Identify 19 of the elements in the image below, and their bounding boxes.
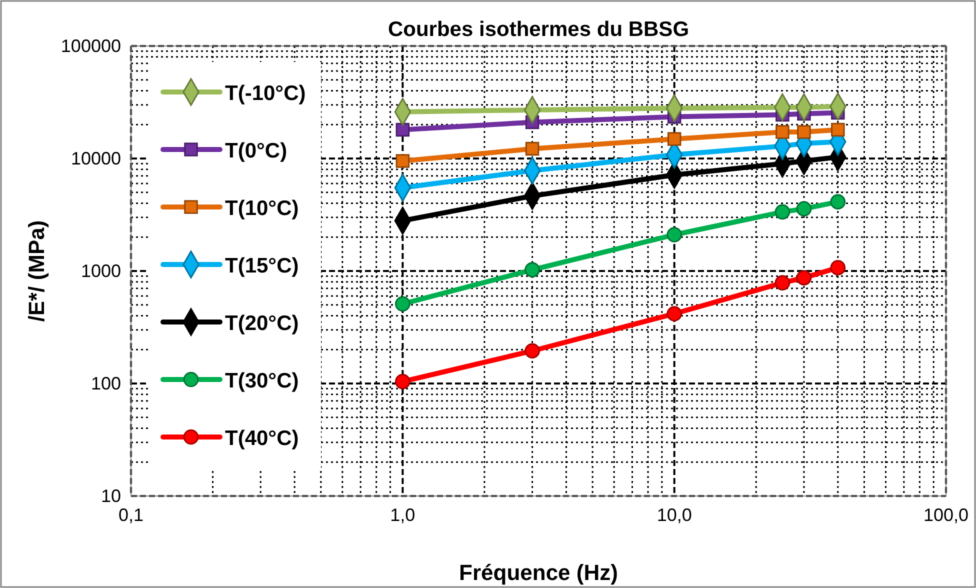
legend-label: T(40°C) [225,427,299,450]
legend-label: T(20°C) [225,312,299,335]
x-tick-label: 1,0 [390,504,416,525]
y-tick-label: 1000 [80,260,121,281]
y-tick-label: 10000 [70,148,121,168]
chart-title: Courbes isothermes du BBSG [388,18,690,41]
y-tick-label: 10 [100,486,121,506]
y-tick-label: 100 [90,373,121,394]
y-axis-title: /E*/ (MPa) [24,220,49,322]
x-tick-label: 10,0 [656,504,692,525]
legend-label: T(0°C) [225,140,288,162]
x-axis-title: Fréquence (Hz) [459,560,618,585]
legend-label: T(10°C) [225,197,299,220]
legend-label: T(30°C) [225,370,299,392]
legend-label: T(15°C) [225,254,299,278]
x-tick-label: 100,0 [923,504,969,525]
legend-label: T(-10°C) [225,82,306,105]
y-tick-label: 100000 [60,36,121,56]
x-tick-label: 0,1 [118,504,144,525]
